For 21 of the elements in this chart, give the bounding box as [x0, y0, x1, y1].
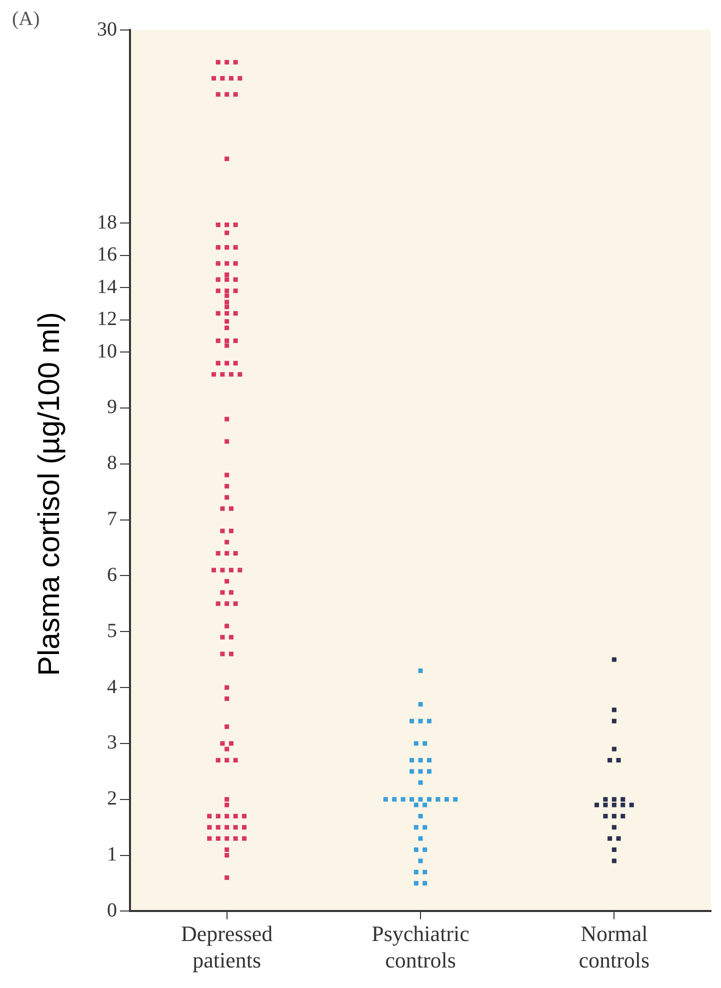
y-tick-label: 14: [97, 276, 117, 298]
y-tick-label: 16: [97, 244, 117, 266]
y-axis-title: Plasma cortisol (µg/100 ml): [33, 312, 67, 676]
y-tick-label: 8: [107, 452, 117, 474]
x-tick-label: Psychiatric controls: [372, 921, 470, 973]
y-tick-label: 6: [107, 564, 117, 586]
y-tick-label: 7: [107, 508, 117, 530]
y-tick-label: 9: [107, 396, 117, 418]
x-tick-label: Depressed patients: [181, 921, 273, 973]
text: (A): [12, 8, 40, 31]
y-tick-label: 2: [107, 788, 117, 810]
y-tick-label: 5: [107, 620, 117, 642]
x-tick-label: Normal controls: [578, 921, 650, 973]
y-tick-label: 4: [107, 676, 117, 698]
y-tick-label: 10: [97, 340, 117, 362]
y-tick-label: 1: [107, 844, 117, 866]
y-tick-label: 18: [97, 211, 117, 234]
y-tick-label: 0: [107, 899, 117, 922]
y-tick-label: 30: [97, 18, 117, 40]
y-tick-label: 3: [107, 732, 117, 754]
y-tick-label: 12: [97, 308, 117, 330]
